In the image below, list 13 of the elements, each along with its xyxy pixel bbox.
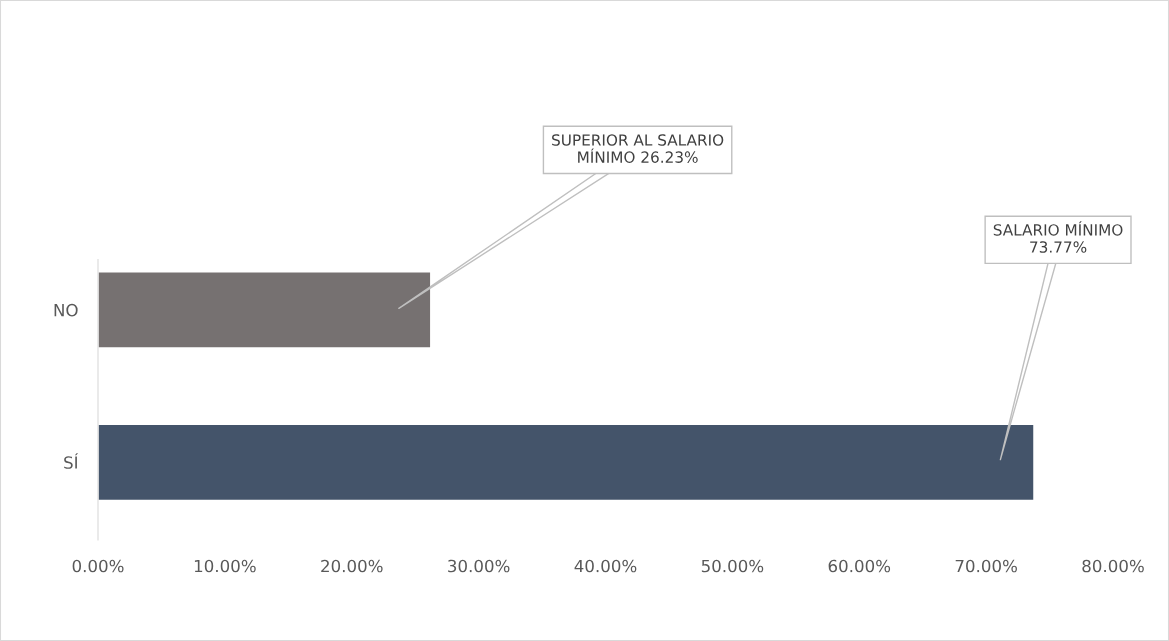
y-tick-label: NO bbox=[54, 303, 78, 317]
x-tick-label: 60.00% bbox=[828, 559, 891, 573]
y-tick-label: SÍ bbox=[64, 453, 79, 469]
x-tick-label: 70.00% bbox=[955, 559, 1017, 573]
x-tick-label: 0.00% bbox=[72, 559, 124, 573]
x-tick-label: 20.00% bbox=[321, 559, 383, 573]
text: SUPERIOR AL SALARIO MÍNIMO 26.23% bbox=[552, 134, 724, 163]
x-tick-label: 30.00% bbox=[448, 559, 510, 573]
x-tick-label: 40.00% bbox=[574, 559, 637, 573]
text: SALARIO MÍNIMO 73.77% bbox=[993, 221, 1123, 253]
x-tick-label: 80.00% bbox=[1082, 559, 1144, 573]
x-tick-label: 50.00% bbox=[701, 559, 764, 573]
x-tick-label: 10.00% bbox=[194, 559, 256, 573]
